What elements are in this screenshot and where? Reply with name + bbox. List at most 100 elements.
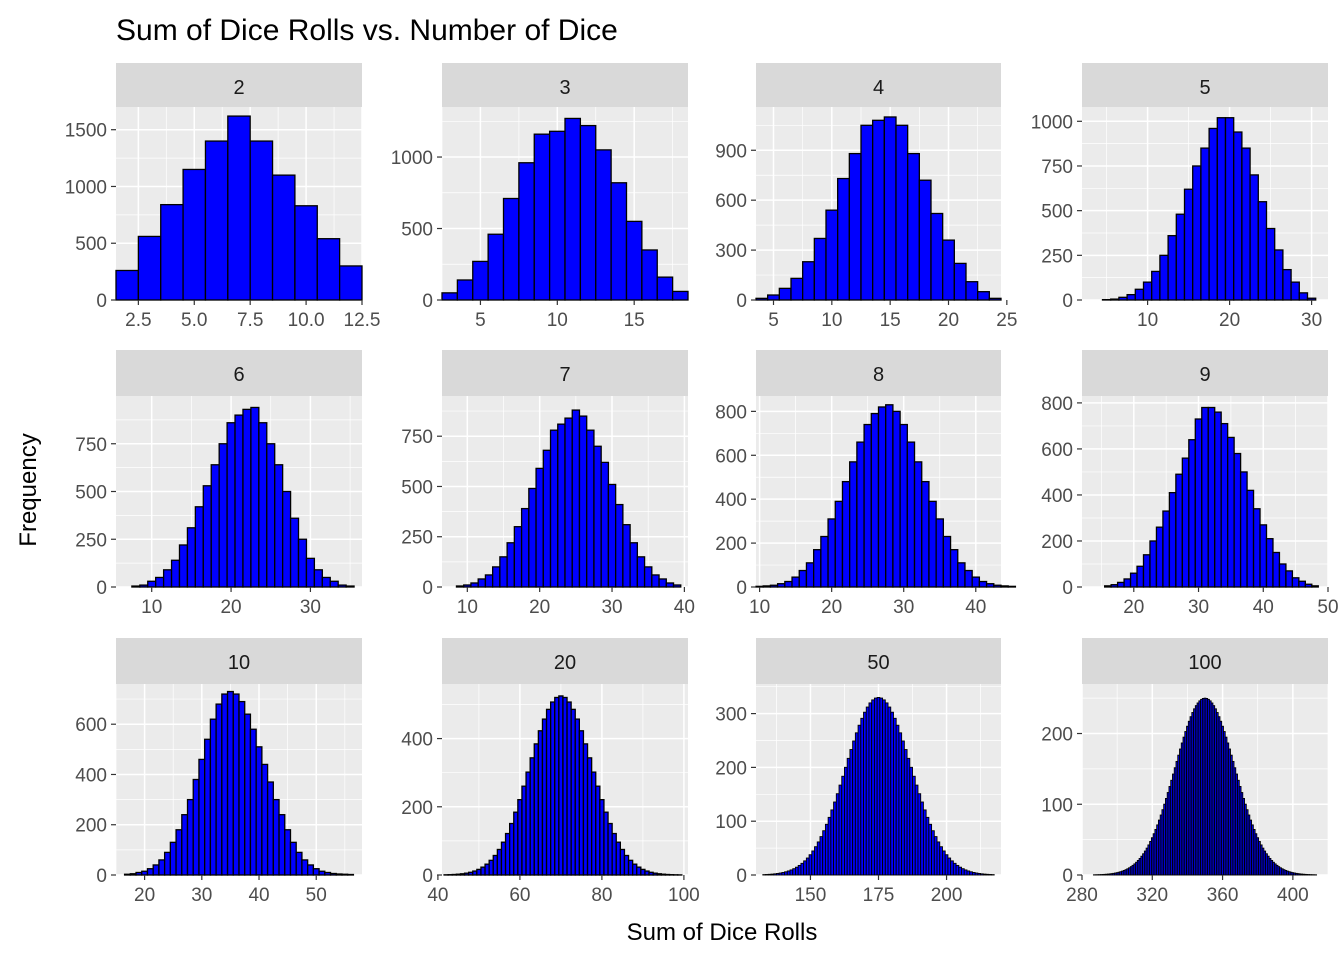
panel-10: 10 20 30 40 50 0 200 400 600 <box>75 638 362 906</box>
y-tick-label: 0 <box>736 578 747 599</box>
y-tick-label: 800 <box>1041 394 1073 415</box>
facet-strip <box>1082 350 1328 396</box>
histogram-bar <box>1290 281 1300 301</box>
histogram-bar <box>1252 508 1261 588</box>
panel-100: 100 280 320 360 400 0 100 200 <box>1041 638 1329 906</box>
x-tick-label: 30 <box>1188 597 1209 618</box>
facet-label: 100 <box>1188 652 1221 674</box>
histogram-bar <box>834 500 844 588</box>
histogram-bar <box>463 584 472 588</box>
histogram-bar <box>1155 526 1164 588</box>
histogram-bar <box>578 415 588 588</box>
histogram-bar <box>935 518 945 588</box>
histogram-bar <box>1188 439 1196 588</box>
facet-strip <box>1082 638 1328 684</box>
histogram-bar <box>906 441 916 588</box>
histogram-bar <box>1311 585 1319 588</box>
facet-label: 20 <box>554 652 576 674</box>
histogram-bar <box>1246 489 1255 588</box>
histogram-bar <box>1129 572 1138 588</box>
y-tick-label: 0 <box>1062 866 1073 887</box>
y-tick-label: 750 <box>75 435 107 456</box>
panel-50: 50 150 175 200 0 100 200 300 <box>715 638 1001 906</box>
panel-20: 20 40 60 80 100 0 200 400 <box>401 638 700 906</box>
histogram-bar <box>942 239 955 301</box>
facet-strip <box>116 350 362 396</box>
y-tick-label: 200 <box>75 816 107 837</box>
axes: 10 20 30 0 250 500 750 <box>75 435 321 618</box>
histogram-bar <box>586 429 595 588</box>
histogram-bar <box>985 583 995 588</box>
histogram-bar <box>520 507 530 588</box>
x-tick-label: 10 <box>457 597 478 618</box>
histogram-bar <box>805 562 815 588</box>
y-tick-label: 0 <box>422 291 433 312</box>
histogram-bar <box>1233 452 1242 588</box>
histogram-bar <box>1151 270 1161 301</box>
y-tick-label: 800 <box>715 402 747 423</box>
x-tick-label: 25 <box>996 310 1017 331</box>
histogram-bar <box>942 535 952 588</box>
axes: 20 30 40 50 0 200 400 600 <box>75 715 327 906</box>
x-tick-label: 40 <box>1253 597 1274 618</box>
bars <box>455 409 682 588</box>
facet-label: 3 <box>559 77 570 99</box>
facet-label: 7 <box>559 364 570 386</box>
histogram-bar <box>1207 406 1216 588</box>
histogram-bar <box>595 149 612 301</box>
histogram-bar <box>272 798 280 876</box>
histogram-bar <box>1298 292 1309 301</box>
histogram-bar <box>278 814 286 876</box>
y-tick-label: 100 <box>715 812 747 833</box>
facet-label: 10 <box>228 652 250 674</box>
histogram-bar <box>123 873 131 876</box>
y-tick-label: 500 <box>75 234 107 255</box>
histogram-bar <box>1183 188 1194 301</box>
histogram-bar <box>928 500 937 588</box>
bars <box>115 115 363 301</box>
histogram-bar <box>1272 551 1281 588</box>
histogram-bar <box>484 574 494 588</box>
histogram-bar <box>860 124 874 301</box>
histogram-bar <box>316 238 341 301</box>
histogram-bar <box>895 124 909 301</box>
histogram-bar <box>261 763 269 876</box>
facet-strip <box>116 63 362 107</box>
y-tick-label: 250 <box>401 528 433 549</box>
histogram-bar <box>305 557 316 588</box>
y-tick-label: 300 <box>715 705 747 726</box>
histogram-bar <box>863 423 872 588</box>
histogram-bar <box>784 580 793 588</box>
histogram-bar <box>186 798 194 876</box>
histogram-bar <box>1227 436 1235 588</box>
x-tick-label: 20 <box>134 885 155 906</box>
histogram-bar <box>1249 174 1259 301</box>
histogram-bar <box>141 870 149 876</box>
histogram-bar <box>518 162 535 301</box>
histogram-bar <box>129 873 137 876</box>
histogram-bar <box>301 859 309 876</box>
histogram-bar <box>848 152 862 301</box>
histogram-bar <box>614 503 624 588</box>
facet-label: 9 <box>1199 364 1210 386</box>
y-tick-label: 300 <box>715 241 747 262</box>
y-tick-label: 400 <box>75 765 107 786</box>
histogram-bar <box>137 235 162 301</box>
histogram-bar <box>528 487 537 588</box>
x-tick-label: 30 <box>300 597 321 618</box>
histogram-bar <box>820 535 829 588</box>
facet-strip <box>1082 63 1328 107</box>
histogram-bar <box>147 580 157 588</box>
histogram-bar <box>1136 565 1145 588</box>
axes: 280 320 360 400 0 100 200 <box>1041 725 1308 906</box>
histogram-bar <box>971 576 981 588</box>
histogram-bar <box>329 580 339 588</box>
y-tick-label: 750 <box>1041 157 1073 178</box>
histogram-bar <box>1159 254 1169 301</box>
facet-strip <box>756 638 1001 684</box>
histogram-bar <box>455 585 465 588</box>
y-tick-label: 0 <box>96 578 107 599</box>
histogram-bar <box>329 872 337 876</box>
